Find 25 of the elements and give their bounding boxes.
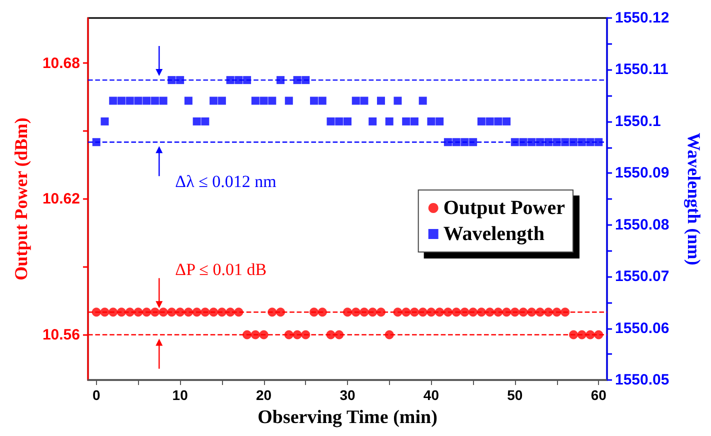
x-tick-label: 0: [92, 387, 100, 403]
y2-tick-label: 1550.08: [615, 216, 670, 234]
x-tick-label: 30: [340, 387, 356, 403]
y2-tick-label: 1550.09: [615, 164, 670, 182]
legend-label: Wavelength: [443, 223, 544, 245]
x-tick-label: 10: [172, 387, 188, 403]
y2-tick-label: 1550.11: [615, 61, 668, 78]
annotation: Δλ ≤ 0.012 nm: [175, 172, 276, 192]
y2-tick-label: 1550.1: [615, 112, 661, 130]
x-axis-title: Observing Time (min): [258, 407, 438, 428]
annotation: ΔP ≤ 0.01 dB: [175, 260, 267, 280]
y2-tick-label: 1550.12: [615, 10, 670, 26]
x-tick-label: 50: [507, 387, 523, 403]
y-tick-label: 10.62: [42, 190, 80, 208]
y2-tick-label: 1550.05: [615, 372, 670, 388]
y-axis-title: Output Power (dBm): [11, 118, 31, 280]
y-tick-label: 10.68: [42, 54, 80, 72]
y2-axis-title: Wavelength (nm): [684, 132, 704, 266]
legend-label: Output Power: [443, 197, 566, 219]
y-tick-label: 10.56: [42, 326, 80, 344]
y2-tick-label: 1550.07: [615, 268, 670, 286]
y2-tick-label: 1550.06: [615, 320, 670, 337]
x-tick-label: 40: [423, 387, 440, 403]
x-tick-label: 60: [590, 387, 607, 403]
x-tick-label: 20: [256, 387, 272, 403]
